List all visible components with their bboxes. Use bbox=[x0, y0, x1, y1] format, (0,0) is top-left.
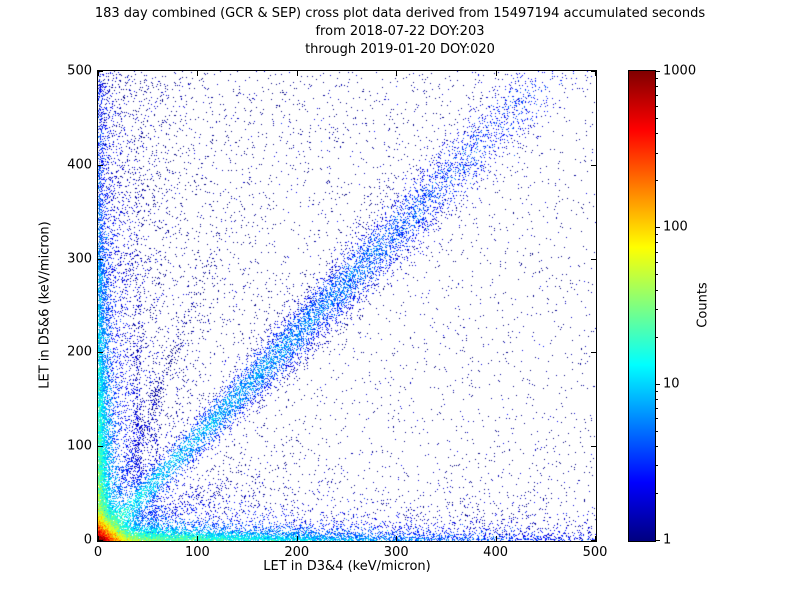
tick-mark bbox=[656, 133, 658, 135]
x-tick-label: 400 bbox=[483, 545, 509, 560]
tick-mark bbox=[656, 540, 660, 541]
x-tick-label: 500 bbox=[582, 545, 608, 560]
tick-mark bbox=[591, 446, 596, 448]
title-line-1: 183 day combined (GCR & SEP) cross plot … bbox=[94, 6, 706, 21]
tick-mark bbox=[98, 71, 99, 76]
y-tick-label: 0 bbox=[83, 532, 92, 548]
tick-mark bbox=[656, 309, 658, 311]
tick-mark bbox=[656, 407, 658, 409]
tick-mark bbox=[656, 390, 658, 392]
y-axis-label: LET in D5&6 (keV/micron) bbox=[37, 221, 53, 389]
y-tick-label: 200 bbox=[67, 344, 92, 360]
colorbar-tick-label: 10 bbox=[663, 376, 680, 392]
x-tick-label: 200 bbox=[284, 545, 310, 560]
tick-mark bbox=[656, 242, 658, 244]
title-line-3: through 2019-01-20 DOY:020 bbox=[305, 42, 495, 57]
tick-mark bbox=[591, 540, 596, 541]
tick-mark bbox=[656, 492, 658, 494]
tick-mark bbox=[595, 71, 596, 76]
tick-mark bbox=[656, 465, 658, 467]
tick-mark bbox=[656, 251, 658, 253]
tick-mark bbox=[98, 446, 103, 448]
tick-mark bbox=[197, 71, 199, 76]
tick-mark bbox=[656, 71, 660, 72]
tick-mark bbox=[98, 71, 103, 72]
tick-mark bbox=[197, 536, 199, 541]
tick-mark bbox=[656, 398, 658, 400]
tick-mark bbox=[591, 258, 596, 260]
scatter-plot-canvas bbox=[98, 71, 596, 541]
tick-mark bbox=[656, 86, 658, 88]
tick-mark bbox=[656, 383, 660, 385]
x-tick-label: 300 bbox=[383, 545, 409, 560]
colorbar-tick-label: 1 bbox=[663, 532, 672, 548]
tick-mark bbox=[98, 352, 103, 354]
tick-mark bbox=[656, 95, 658, 97]
tick-mark bbox=[656, 180, 658, 182]
tick-mark bbox=[396, 536, 398, 541]
title-line-2: from 2018-07-22 DOY:203 bbox=[315, 24, 485, 39]
tick-mark bbox=[656, 105, 658, 107]
y-tick-label: 300 bbox=[67, 251, 92, 267]
tick-mark bbox=[396, 71, 398, 76]
tick-mark bbox=[656, 118, 658, 120]
plot-area bbox=[97, 70, 597, 542]
tick-mark bbox=[656, 227, 660, 229]
tick-mark bbox=[591, 164, 596, 166]
tick-mark bbox=[656, 336, 658, 338]
colorbar bbox=[628, 70, 656, 542]
x-tick-label: 100 bbox=[184, 545, 210, 560]
colorbar-tick-label: 100 bbox=[663, 219, 688, 235]
tick-mark bbox=[98, 540, 103, 541]
tick-mark bbox=[98, 536, 99, 541]
tick-mark bbox=[595, 536, 596, 541]
tick-mark bbox=[656, 430, 658, 432]
tick-mark bbox=[656, 289, 658, 291]
tick-mark bbox=[656, 152, 658, 154]
tick-mark bbox=[98, 258, 103, 260]
tick-mark bbox=[98, 164, 103, 166]
colorbar-tick-label: 1000 bbox=[663, 63, 697, 79]
tick-mark bbox=[495, 536, 497, 541]
x-tick-label: 0 bbox=[93, 545, 103, 560]
y-tick-label: 100 bbox=[67, 438, 92, 454]
colorbar-gradient bbox=[629, 71, 655, 541]
colorbar-label: Counts bbox=[695, 282, 711, 328]
tick-mark bbox=[656, 274, 658, 276]
tick-mark bbox=[656, 234, 658, 236]
y-tick-label: 500 bbox=[67, 63, 92, 79]
tick-mark bbox=[656, 418, 658, 420]
y-tick-label: 400 bbox=[67, 157, 92, 173]
x-axis-label: LET in D3&4 (keV/micron) bbox=[263, 559, 431, 574]
tick-mark bbox=[656, 78, 658, 80]
tick-mark bbox=[656, 445, 658, 447]
tick-mark bbox=[591, 71, 596, 72]
tick-mark bbox=[296, 71, 298, 76]
tick-mark bbox=[591, 352, 596, 354]
tick-mark bbox=[495, 71, 497, 76]
tick-mark bbox=[656, 262, 658, 264]
tick-mark bbox=[296, 536, 298, 541]
